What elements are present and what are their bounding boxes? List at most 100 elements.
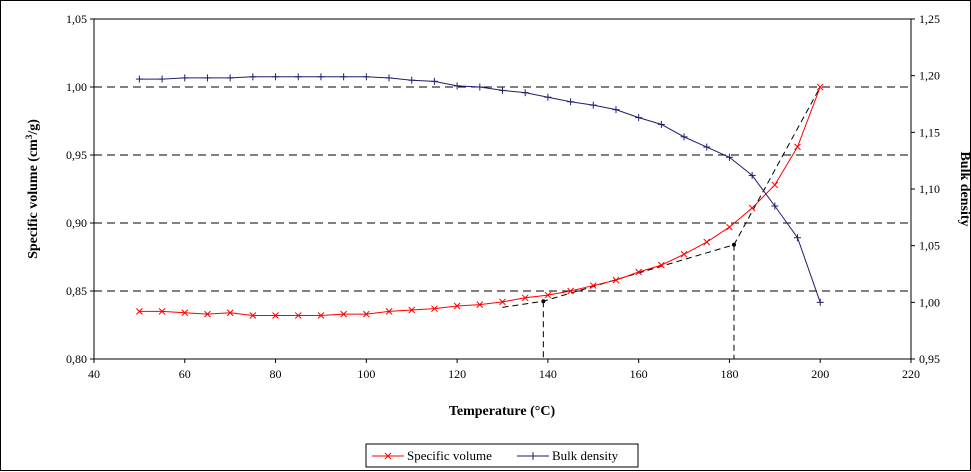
- data-point-specific-volume: [703, 238, 711, 246]
- marker-stroke: [431, 305, 438, 313]
- data-point-specific-volume: [158, 308, 166, 315]
- data-point-bulk-density: [544, 93, 552, 101]
- data-point-specific-volume: [544, 291, 552, 299]
- marker-stroke: [544, 291, 552, 299]
- data-point-bulk-density: [748, 171, 756, 179]
- marker-stroke: [794, 143, 801, 151]
- legend-entry-bulk-density: Bulk density: [517, 448, 619, 463]
- left-y-tick-label: 1,05: [66, 12, 87, 26]
- x-axis-title: Temperature (°C): [449, 404, 556, 419]
- right-y-tick-label: 1,20: [919, 69, 940, 83]
- marker-stroke: [136, 308, 143, 315]
- data-point-bulk-density: [635, 114, 643, 122]
- data-point-specific-volume: [431, 305, 438, 313]
- left-y-axis-title-main: Specific volume (cm: [26, 139, 41, 259]
- data-point-bulk-density: [499, 86, 506, 94]
- data-point-specific-volume: [816, 83, 824, 91]
- marker-stroke: [658, 261, 665, 269]
- data-point-bulk-density: [657, 120, 665, 128]
- data-point-specific-volume: [476, 301, 484, 308]
- left-y-axis-title-tail: /g): [26, 119, 41, 136]
- data-point-specific-volume: [658, 261, 665, 269]
- x-tick-labels: 40 60 80 100 120 140 160 180 200 220: [88, 367, 920, 381]
- data-point-bulk-density: [408, 76, 416, 84]
- left-y-axis-title-sup: 3: [24, 134, 34, 139]
- data-point-bulk-density: [771, 202, 779, 210]
- x-tick-label: 100: [357, 367, 375, 381]
- plot-area: [93, 18, 912, 360]
- series-specific-volume: [136, 83, 824, 319]
- right-y-tick-label: 1,00: [919, 295, 940, 309]
- x-tick-label: 160: [630, 367, 648, 381]
- x-tick-label: 40: [88, 367, 100, 381]
- marker-stroke: [567, 287, 574, 295]
- data-point-specific-volume: [181, 309, 189, 317]
- right-y-tick-label: 1,10: [919, 182, 940, 196]
- data-point-bulk-density: [430, 77, 438, 85]
- left-y-tick-labels: 0,80 0,85 0,90 0,95 1,00 1,05: [66, 12, 87, 366]
- marker-stroke: [294, 312, 302, 319]
- data-point-specific-volume: [521, 294, 529, 302]
- legend-label-specific-volume: Specific volume: [407, 448, 492, 463]
- data-point-bulk-density: [612, 106, 620, 114]
- data-point-bulk-density: [362, 73, 370, 81]
- data-point-bulk-density: [272, 73, 280, 81]
- data-point-specific-volume: [612, 276, 620, 284]
- marker-stroke: [726, 223, 733, 231]
- data-point-specific-volume: [204, 310, 211, 318]
- tangent-line: [502, 86, 821, 308]
- marker-stroke: [748, 204, 756, 212]
- x-tick-label: 80: [270, 367, 282, 381]
- data-point-bulk-density: [703, 143, 711, 151]
- legend-box: [365, 443, 639, 468]
- data-point-specific-volume: [408, 306, 416, 314]
- marker-stroke: [340, 310, 347, 318]
- data-point-bulk-density: [816, 298, 824, 306]
- data-point-bulk-density: [181, 74, 189, 82]
- marker-stroke: [226, 309, 234, 317]
- marker-stroke: [589, 282, 597, 289]
- data-point-specific-volume: [771, 181, 779, 189]
- data-point-bulk-density: [203, 74, 211, 82]
- right-y-tick-label: 1,25: [919, 12, 940, 26]
- data-point-specific-volume: [748, 204, 756, 212]
- marker-stroke: [158, 308, 166, 315]
- data-point-bulk-density: [567, 98, 575, 106]
- data-point-bulk-density: [794, 234, 802, 242]
- marker-stroke: [635, 268, 643, 276]
- marker-stroke: [521, 294, 529, 302]
- marker-stroke: [181, 309, 189, 317]
- axes: [90, 18, 915, 363]
- data-point-specific-volume: [499, 298, 506, 306]
- data-point-bulk-density: [725, 153, 733, 161]
- data-point-bulk-density: [385, 74, 393, 82]
- marker-stroke: [771, 181, 779, 189]
- x-tick-label: 220: [902, 367, 920, 381]
- data-point-specific-volume: [635, 268, 643, 276]
- marker-stroke: [499, 298, 506, 306]
- data-point-bulk-density: [226, 74, 234, 82]
- data-point-bulk-density: [453, 82, 461, 90]
- data-point-specific-volume: [136, 308, 143, 315]
- right-y-tick-labels: 0,95 1,00 1,05 1,10 1,15 1,20 1,25: [919, 12, 940, 366]
- data-point-bulk-density: [476, 83, 484, 91]
- marker-stroke: [317, 312, 325, 319]
- x-tick-label: 120: [448, 367, 466, 381]
- marker-stroke: [362, 310, 370, 318]
- data-point-bulk-density: [249, 73, 257, 81]
- left-y-tick-label: 0,85: [66, 284, 87, 298]
- marker-stroke: [680, 250, 688, 258]
- right-y-tick-label: 1,15: [919, 125, 940, 139]
- marker-stroke: [816, 83, 824, 91]
- left-y-tick-label: 0,90: [66, 216, 87, 230]
- x-tick-label: 60: [179, 367, 191, 381]
- data-point-specific-volume: [317, 312, 325, 319]
- legend-marker-specific-volume: [384, 452, 392, 460]
- legend-marker-bulk-density: [529, 452, 537, 460]
- data-point-specific-volume: [249, 312, 257, 319]
- x-tick-label: 140: [539, 367, 557, 381]
- right-y-tick-label: 0,95: [919, 352, 940, 366]
- x-tick-label: 200: [811, 367, 829, 381]
- data-point-specific-volume: [226, 309, 234, 317]
